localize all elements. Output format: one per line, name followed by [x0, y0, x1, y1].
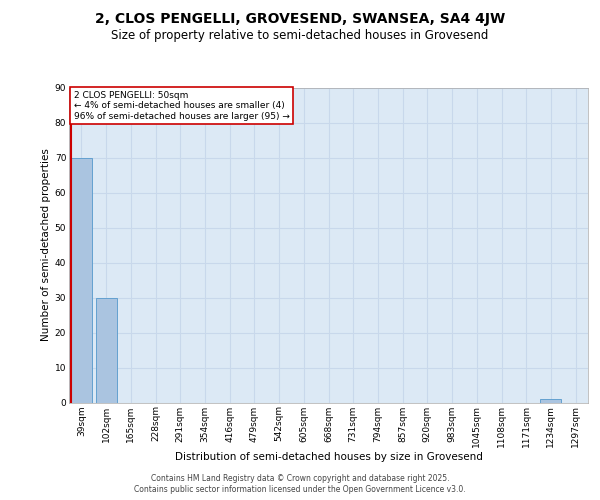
- Bar: [71, 158, 92, 402]
- Text: 2 CLOS PENGELLI: 50sqm
← 4% of semi-detached houses are smaller (4)
96% of semi-: 2 CLOS PENGELLI: 50sqm ← 4% of semi-deta…: [74, 91, 290, 121]
- Bar: [541, 399, 562, 402]
- Bar: [95, 298, 116, 403]
- Y-axis label: Number of semi-detached properties: Number of semi-detached properties: [41, 148, 50, 342]
- Text: Contains HM Land Registry data © Crown copyright and database right 2025.
Contai: Contains HM Land Registry data © Crown c…: [134, 474, 466, 494]
- X-axis label: Distribution of semi-detached houses by size in Grovesend: Distribution of semi-detached houses by …: [175, 452, 482, 462]
- Text: 2, CLOS PENGELLI, GROVESEND, SWANSEA, SA4 4JW: 2, CLOS PENGELLI, GROVESEND, SWANSEA, SA…: [95, 12, 505, 26]
- Text: Size of property relative to semi-detached houses in Grovesend: Size of property relative to semi-detach…: [112, 29, 488, 42]
